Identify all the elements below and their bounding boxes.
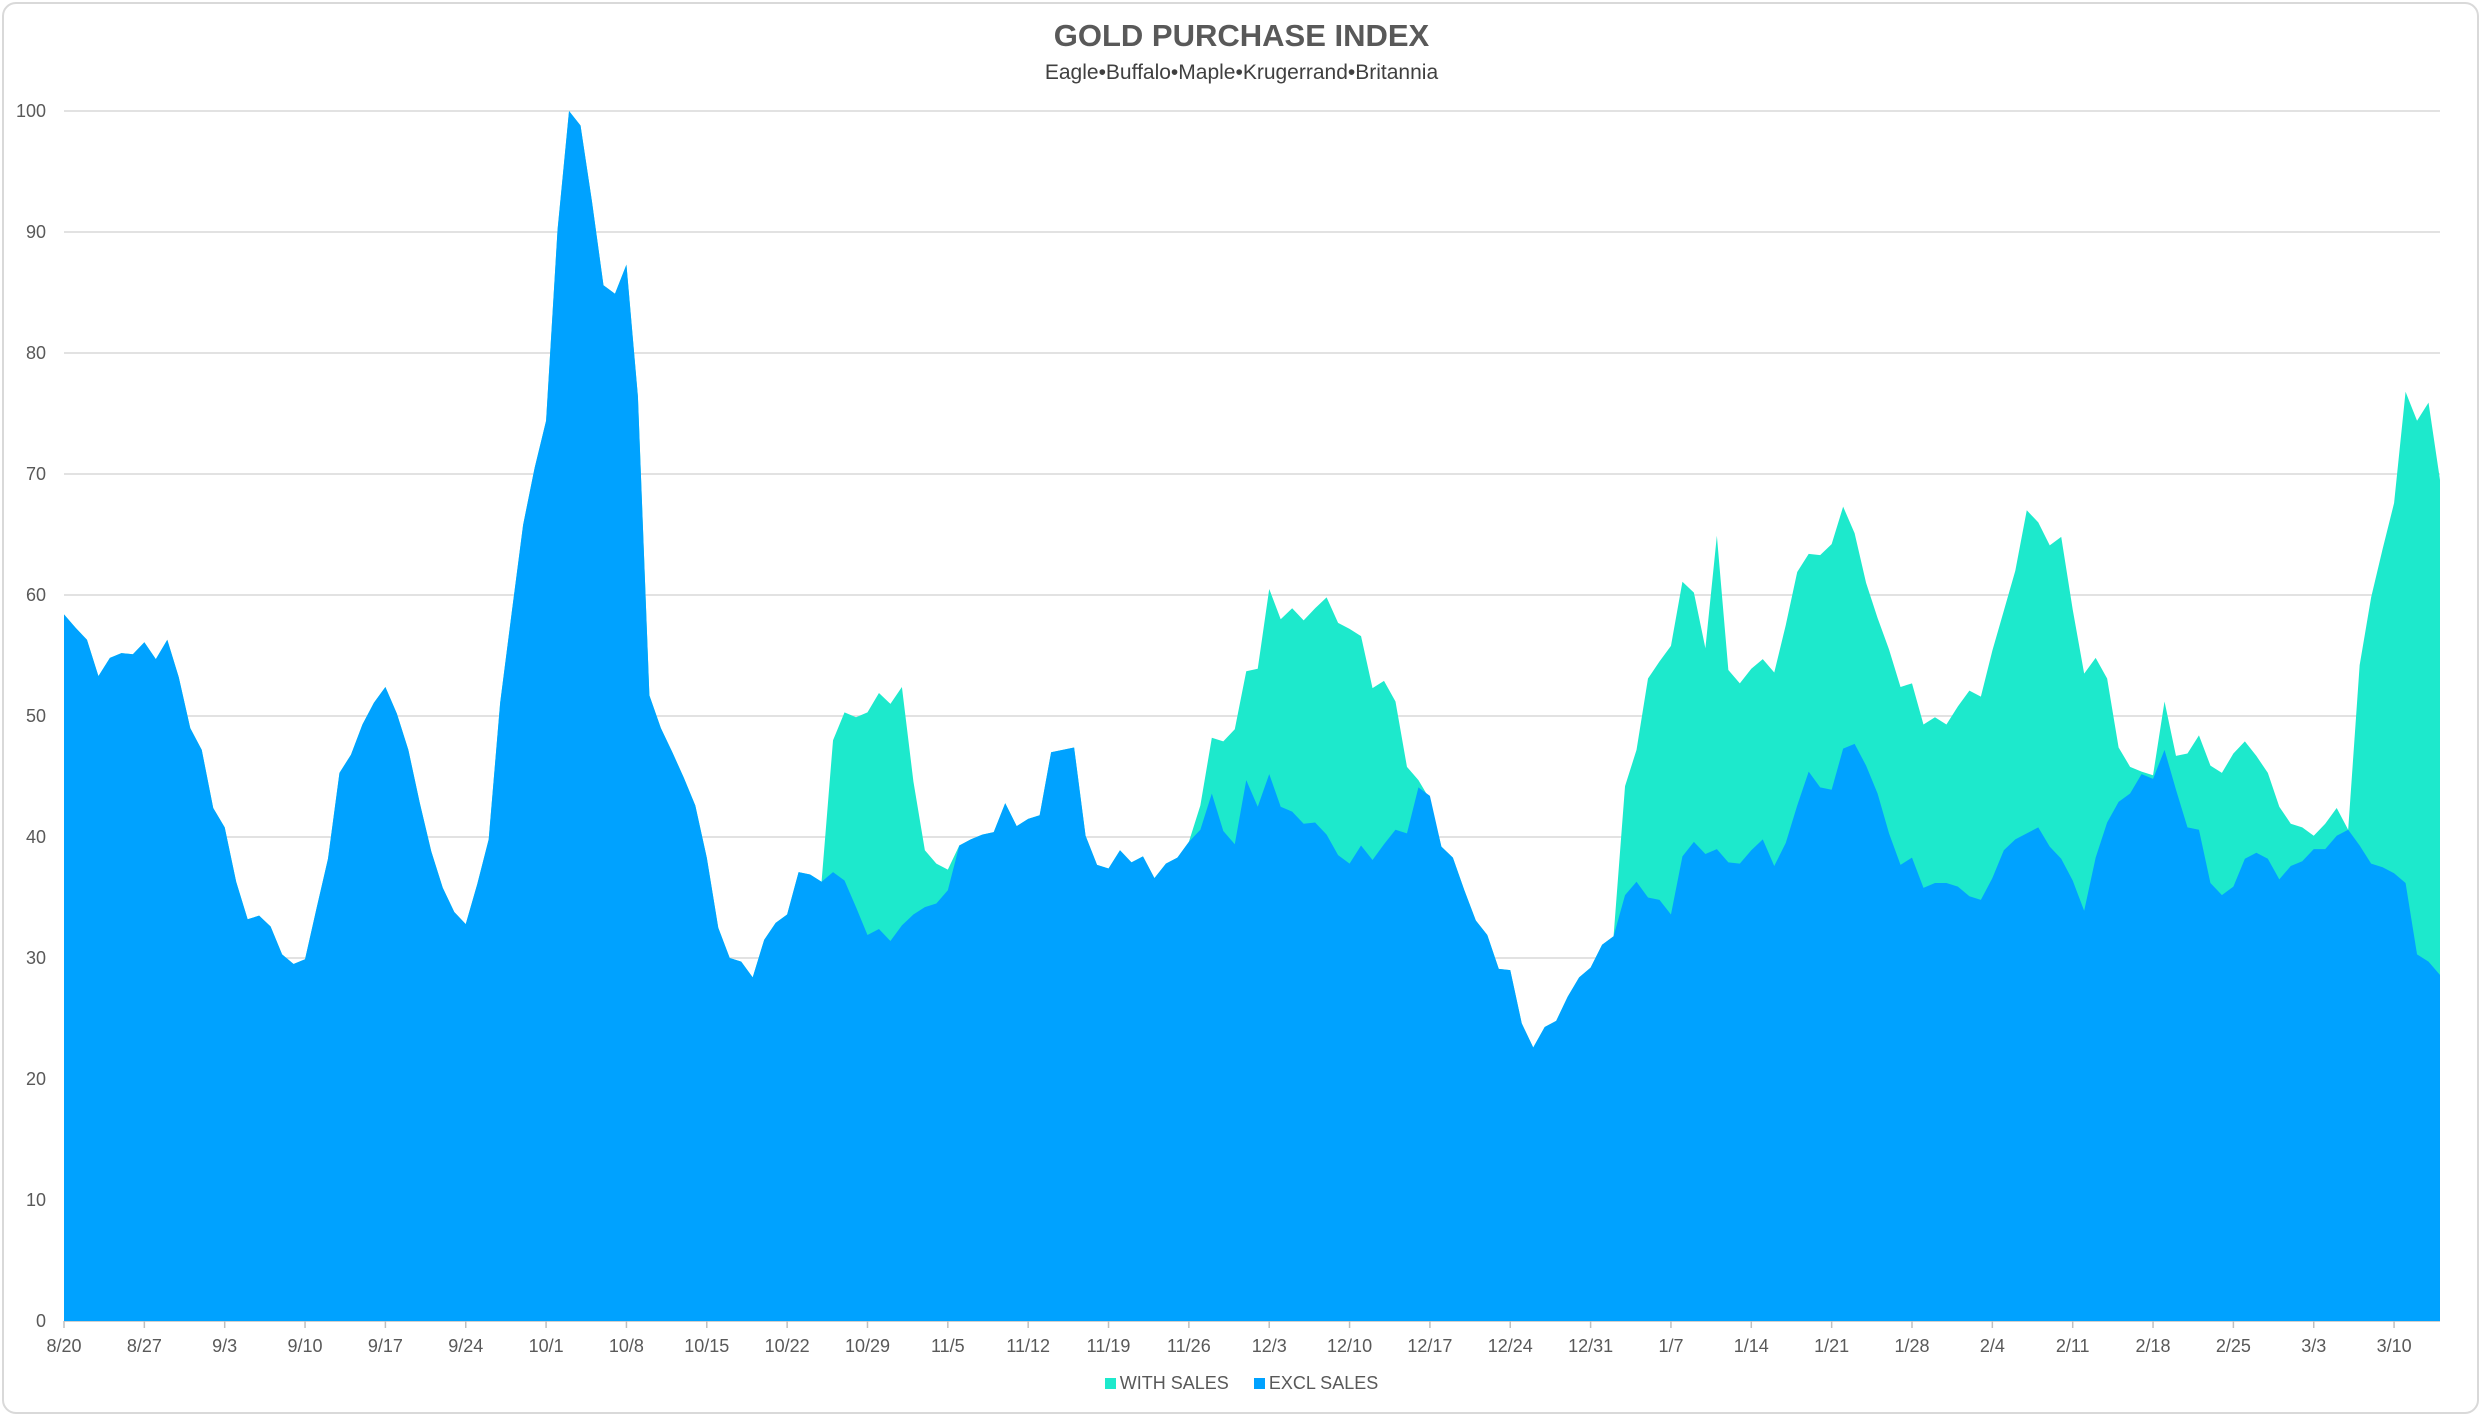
x-tick-label: 1/7 bbox=[1658, 1336, 1683, 1356]
y-tick-label: 40 bbox=[26, 827, 46, 847]
y-tick-label: 30 bbox=[26, 948, 46, 968]
series-areas bbox=[64, 111, 2440, 1321]
y-tick-label: 80 bbox=[26, 343, 46, 363]
x-tick-label: 10/1 bbox=[529, 1336, 564, 1356]
y-tick-label: 20 bbox=[26, 1069, 46, 1089]
y-tick-label: 10 bbox=[26, 1190, 46, 1210]
x-tick-label: 8/20 bbox=[46, 1336, 81, 1356]
x-tick-label: 12/10 bbox=[1327, 1336, 1372, 1356]
y-axis: 0 10 20 30 40 50 60 70 80 90 100 bbox=[16, 101, 46, 1331]
x-tick-label: 1/21 bbox=[1814, 1336, 1849, 1356]
x-tick-label: 12/3 bbox=[1252, 1336, 1287, 1356]
legend: WITH SALES EXCL SALES bbox=[0, 1373, 2483, 1394]
x-tick-label: 11/12 bbox=[1006, 1336, 1050, 1356]
legend-label: EXCL SALES bbox=[1268, 1373, 1379, 1393]
x-tick-label: 1/28 bbox=[1894, 1336, 1929, 1356]
y-tick-label: 0 bbox=[36, 1311, 46, 1331]
x-tick-label: 9/3 bbox=[212, 1336, 237, 1356]
x-tick-label: 10/8 bbox=[609, 1336, 644, 1356]
series-area-excl-sales bbox=[64, 111, 2440, 1321]
x-tick-label: 9/17 bbox=[368, 1336, 403, 1356]
x-tick-label: 2/4 bbox=[1980, 1336, 2005, 1356]
x-tick-label: 11/19 bbox=[1087, 1336, 1131, 1356]
legend-swatch bbox=[1253, 1378, 1265, 1389]
x-tick-label: 2/25 bbox=[2216, 1336, 2251, 1356]
x-tick-label: 12/24 bbox=[1488, 1336, 1533, 1356]
y-tick-label: 70 bbox=[26, 464, 46, 484]
legend-label: WITH SALES bbox=[1119, 1373, 1229, 1393]
y-tick-label: 60 bbox=[26, 585, 46, 605]
chart-title: GOLD PURCHASE INDEX bbox=[1053, 18, 1430, 53]
x-tick-label: 10/22 bbox=[765, 1336, 810, 1356]
x-tick-label: 2/11 bbox=[2056, 1336, 2090, 1356]
chart-subtitle: Eagle•Buffalo•Maple•Krugerrand•Britannia bbox=[1044, 61, 1439, 84]
x-tick-label: 2/18 bbox=[2136, 1336, 2171, 1356]
x-tick-label: 10/15 bbox=[684, 1336, 729, 1356]
legend-item-with-sales: WITH SALES bbox=[1104, 1373, 1229, 1394]
legend-swatch bbox=[1104, 1378, 1116, 1389]
x-tick-label: 1/14 bbox=[1734, 1336, 1769, 1356]
x-tick-label: 3/10 bbox=[2377, 1336, 2412, 1356]
x-tick-label: 9/24 bbox=[448, 1336, 483, 1356]
x-tick-label: 12/17 bbox=[1407, 1336, 1452, 1356]
legend-item-excl-sales: EXCL SALES bbox=[1253, 1373, 1379, 1394]
x-axis: 8/20 8/27 9/3 9/10 9/17 9/24 10/1 10/8 10/15 10/2… bbox=[46, 1321, 2412, 1356]
y-tick-label: 50 bbox=[26, 706, 46, 726]
y-tick-label: 90 bbox=[26, 222, 46, 242]
x-tick-label: 11/5 bbox=[931, 1336, 965, 1356]
y-tick-label: 100 bbox=[16, 101, 46, 121]
x-tick-label: 8/27 bbox=[127, 1336, 162, 1356]
x-tick-label: 12/31 bbox=[1568, 1336, 1613, 1356]
x-tick-label: 9/10 bbox=[288, 1336, 323, 1356]
x-tick-label: 11/26 bbox=[1167, 1336, 1211, 1356]
x-tick-label: 10/29 bbox=[845, 1336, 890, 1356]
x-tick-label: 3/3 bbox=[2301, 1336, 2326, 1356]
